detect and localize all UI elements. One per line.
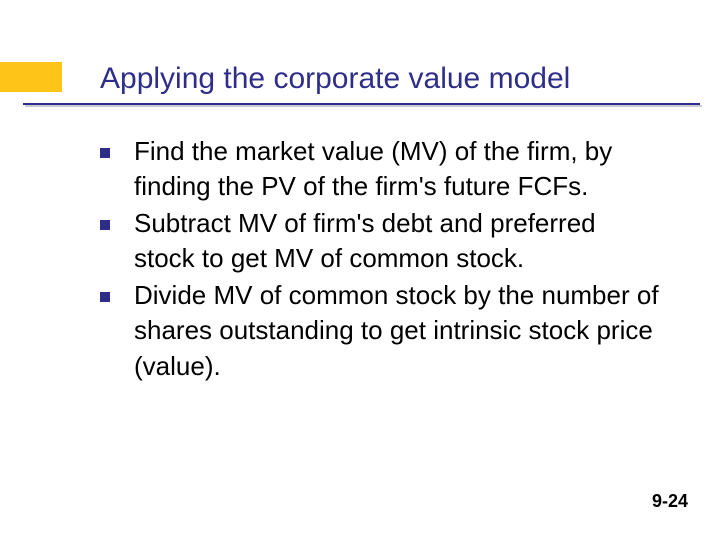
- title-underline: [23, 103, 700, 105]
- accent-block: [0, 62, 62, 92]
- bullet-text: Find the market value (MV) of the firm, …: [134, 134, 660, 204]
- list-item: Subtract MV of firm's debt and preferred…: [100, 206, 660, 276]
- page-title: Applying the corporate value model: [100, 60, 700, 98]
- list-item: Find the market value (MV) of the firm, …: [100, 134, 660, 204]
- title-underline-shadow: [25, 105, 702, 107]
- list-item: Divide MV of common stock by the number …: [100, 278, 660, 383]
- bullet-text: Divide MV of common stock by the number …: [134, 278, 660, 383]
- title-container: Applying the corporate value model: [100, 60, 700, 98]
- square-bullet-icon: [100, 148, 110, 158]
- page-number: 9-24: [652, 491, 688, 512]
- square-bullet-icon: [100, 292, 110, 302]
- bullet-text: Subtract MV of firm's debt and preferred…: [134, 206, 660, 276]
- bullets-list: Find the market value (MV) of the firm, …: [100, 134, 660, 386]
- square-bullet-icon: [100, 220, 110, 230]
